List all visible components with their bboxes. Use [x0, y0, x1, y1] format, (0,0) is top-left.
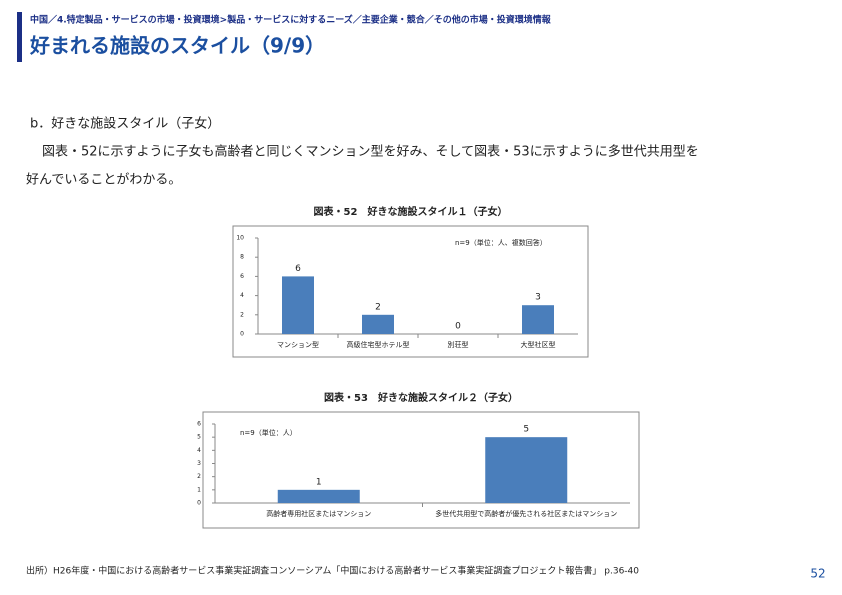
value-label: 3	[535, 293, 541, 303]
value-label: 5	[523, 425, 529, 435]
y-tick-label: 4	[197, 447, 201, 454]
y-tick-label: 4	[240, 292, 244, 299]
x-tick-label: マンション型	[277, 340, 319, 349]
y-tick-label: 6	[197, 421, 201, 428]
title-bar	[17, 12, 22, 62]
y-tick-label: 0	[240, 331, 244, 338]
y-tick-label: 6	[240, 273, 244, 280]
paragraph: 好んでいることがわかる。	[26, 173, 181, 188]
annotation: n=9（単位：人）	[240, 428, 297, 437]
y-tick-label: 0	[197, 500, 201, 507]
slide-title: 好まれる施設のスタイル（9/9）	[29, 34, 325, 58]
source: 出所）H26年度・中国における高齢者サービス事業実証調査コンソーシアム「中国にお…	[26, 565, 639, 577]
annotation: n=9（単位：人、複数回答）	[455, 238, 547, 247]
value-label: 2	[375, 302, 381, 312]
value-label: 0	[455, 322, 461, 332]
y-tick-label: 5	[197, 434, 201, 441]
x-tick-label: 多世代共用型で高齢者が優先される社区またはマンション	[435, 509, 617, 518]
figure-title: 図表・53 好きな施設スタイル２（子女）	[324, 391, 518, 404]
bar	[362, 314, 394, 334]
bar	[282, 276, 314, 334]
y-tick-label: 2	[240, 311, 244, 318]
x-tick-label: 大型社区型	[521, 340, 556, 349]
value-label: 6	[295, 264, 301, 274]
breadcrumb: 中国／4.特定製品・サービスの市場・投資環境>製品・サービスに対するニーズ／主要…	[30, 14, 552, 26]
y-tick-label: 1	[197, 486, 201, 493]
value-label: 1	[316, 477, 322, 487]
page-number: 52	[810, 567, 825, 581]
bar	[485, 437, 568, 503]
y-tick-label: 3	[197, 460, 201, 467]
x-tick-label: 高齢者専用社区またはマンション	[266, 509, 371, 518]
x-tick-label: 高級住宅型ホテル型	[347, 340, 410, 349]
bar	[277, 489, 360, 503]
heading: b．好きな施設スタイル（子女）	[30, 116, 220, 132]
bar	[522, 305, 554, 334]
y-tick-label: 2	[197, 473, 201, 480]
x-tick-label: 別荘型	[448, 340, 469, 349]
y-tick-label: 8	[240, 254, 244, 261]
y-tick-label: 10	[236, 235, 244, 242]
figure-title: 図表・52 好きな施設スタイル１（子女）	[314, 205, 508, 218]
paragraph: 図表・52に示すように子女も高齢者と同じくマンション型を好み、そして図表・53に…	[42, 144, 699, 160]
